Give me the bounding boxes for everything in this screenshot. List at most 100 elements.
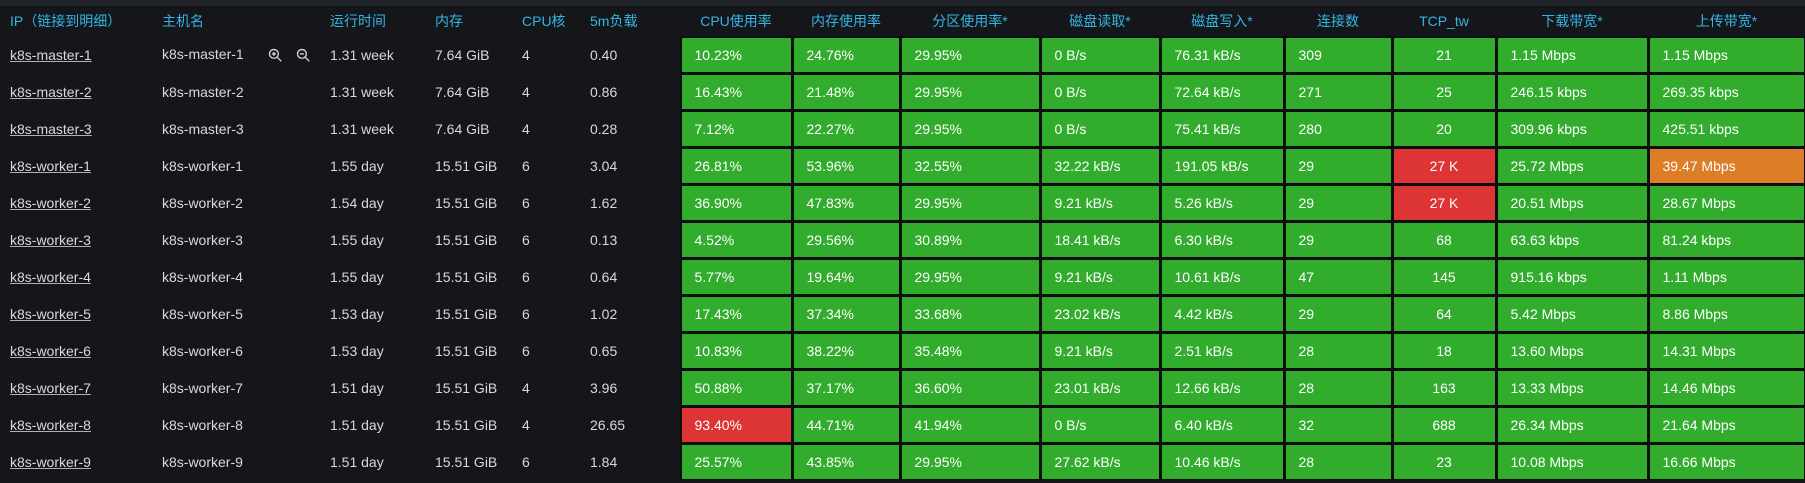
uptime-cell: 1.31 week [320, 36, 425, 73]
upload-bandwidth-value: 1.15 Mbps [1662, 46, 1728, 63]
partition-usage-cell: 36.60% [900, 369, 1040, 406]
column-header-download-bandwidth[interactable]: 下载带宽* [1541, 13, 1603, 29]
download-bandwidth-cell: 13.60 Mbps [1496, 332, 1648, 369]
ip-link[interactable]: k8s-worker-4 [10, 268, 91, 285]
column-header-cpu-cores[interactable]: CPU核 [522, 13, 566, 29]
column-header-tcp-tw[interactable]: TCP_tw [1419, 13, 1469, 29]
tcp-tw-cell: 18 [1392, 332, 1496, 369]
connections-cell: 29 [1284, 295, 1392, 332]
column-header-upload-bandwidth[interactable]: 上传带宽* [1695, 13, 1758, 29]
ip-link[interactable]: k8s-master-1 [10, 46, 92, 63]
memory-usage-value: 37.17% [806, 379, 854, 396]
load-value: 1.62 [590, 194, 618, 211]
column-header-cpu-usage[interactable]: CPU使用率 [700, 13, 772, 29]
load-value: 0.40 [590, 46, 618, 63]
column-header-hostname[interactable]: 主机名 [162, 13, 204, 29]
memory-usage-cell: 38.22% [792, 332, 900, 369]
load-value: 0.65 [590, 342, 618, 359]
cpu-usage-cell: 50.88% [680, 369, 792, 406]
upload-bandwidth-cell: 28.67 Mbps [1648, 184, 1805, 221]
column-header-partition-usage[interactable]: 分区使用率* [932, 13, 1008, 29]
download-bandwidth-cell: 915.16 kbps [1496, 258, 1648, 295]
hostname-cell: k8s-worker-2 [152, 184, 320, 221]
partition-usage-value: 29.95% [914, 83, 962, 100]
cpu-cores-cell: 6 [512, 443, 580, 480]
load-value: 0.64 [590, 268, 618, 285]
connections-value: 271 [1298, 83, 1322, 100]
load-cell: 3.96 [580, 369, 680, 406]
hostname-value: k8s-worker-7 [162, 379, 243, 396]
partition-usage-value: 36.60% [914, 379, 962, 396]
memory-cell: 15.51 GiB [425, 295, 512, 332]
memory-cell: 15.51 GiB [425, 184, 512, 221]
uptime-cell: 1.51 day [320, 406, 425, 443]
column-header-memory[interactable]: 内存 [435, 13, 463, 29]
disk-read-cell: 0 B/s [1040, 36, 1160, 73]
tcp-tw-value: 688 [1432, 416, 1456, 433]
column-header-uptime[interactable]: 运行时间 [330, 13, 386, 29]
uptime-value: 1.55 day [330, 231, 384, 248]
load-cell: 0.28 [580, 110, 680, 147]
cpu-usage-value: 16.43% [694, 83, 742, 100]
upload-bandwidth-cell: 81.24 kbps [1648, 221, 1805, 258]
connections-value: 28 [1298, 379, 1315, 396]
tcp-tw-value: 18 [1436, 342, 1452, 359]
partition-usage-cell: 29.95% [900, 258, 1040, 295]
cpu-cores-cell: 6 [512, 258, 580, 295]
hostname-value: k8s-worker-3 [162, 231, 243, 248]
ip-link[interactable]: k8s-worker-7 [10, 379, 91, 396]
uptime-value: 1.31 week [330, 46, 394, 63]
memory-usage-value: 43.85% [806, 453, 854, 470]
cpu-cores-cell: 6 [512, 147, 580, 184]
disk-read-value: 23.01 kB/s [1054, 379, 1121, 396]
partition-usage-value: 29.95% [914, 46, 962, 63]
zoom-out-icon[interactable] [296, 48, 311, 63]
column-header-disk-read[interactable]: 磁盘读取* [1069, 13, 1131, 29]
cpu-usage-cell: 5.77% [680, 258, 792, 295]
cpu-cores-cell: 4 [512, 406, 580, 443]
disk-read-cell: 32.22 kB/s [1040, 147, 1160, 184]
disk-write-cell: 6.40 kB/s [1160, 406, 1284, 443]
column-header-memory-usage[interactable]: 内存使用率 [811, 13, 881, 29]
disk-read-cell: 9.21 kB/s [1040, 184, 1160, 221]
download-bandwidth-cell: 13.33 Mbps [1496, 369, 1648, 406]
disk-write-cell: 191.05 kB/s [1160, 147, 1284, 184]
ip-link[interactable]: k8s-master-2 [10, 83, 92, 100]
hostname-cell: k8s-master-1 [152, 36, 320, 73]
tcp-tw-cell: 27 K [1392, 184, 1496, 221]
ip-link[interactable]: k8s-worker-2 [10, 194, 91, 211]
table-row: k8s-master-1 k8s-master-1 1.31 week 7.64… [0, 36, 1805, 73]
ip-link[interactable]: k8s-worker-3 [10, 231, 91, 248]
memory-value: 15.51 GiB [435, 453, 498, 470]
upload-bandwidth-cell: 14.46 Mbps [1648, 369, 1805, 406]
uptime-value: 1.53 day [330, 305, 384, 322]
partition-usage-cell: 29.95% [900, 36, 1040, 73]
memory-usage-value: 19.64% [806, 268, 854, 285]
ip-link[interactable]: k8s-worker-5 [10, 305, 91, 322]
disk-write-value: 191.05 kB/s [1174, 157, 1249, 174]
cpu-cores-cell: 6 [512, 221, 580, 258]
ip-link[interactable]: k8s-worker-6 [10, 342, 91, 359]
memory-usage-value: 29.56% [806, 231, 854, 248]
column-header-disk-write[interactable]: 磁盘写入* [1191, 13, 1253, 29]
connections-cell: 271 [1284, 73, 1392, 110]
column-header-load-5m[interactable]: 5m负载 [590, 13, 638, 29]
column-header-connections[interactable]: 连接数 [1317, 13, 1359, 29]
ip-link[interactable]: k8s-worker-9 [10, 453, 91, 470]
load-value: 3.96 [590, 379, 618, 396]
tcp-tw-cell: 27 K [1392, 147, 1496, 184]
ip-link[interactable]: k8s-master-3 [10, 120, 92, 137]
hostname-value: k8s-worker-5 [162, 305, 243, 322]
tcp-tw-cell: 25 [1392, 73, 1496, 110]
cpu-usage-cell: 10.23% [680, 36, 792, 73]
column-header-ip[interactable]: IP（链接到明细） [10, 13, 122, 29]
uptime-cell: 1.51 day [320, 369, 425, 406]
disk-read-cell: 0 B/s [1040, 73, 1160, 110]
uptime-value: 1.31 week [330, 83, 394, 100]
zoom-in-icon[interactable] [268, 48, 283, 63]
ip-link[interactable]: k8s-worker-8 [10, 416, 91, 433]
load-cell: 3.04 [580, 147, 680, 184]
memory-usage-value: 24.76% [806, 46, 854, 63]
ip-link[interactable]: k8s-worker-1 [10, 157, 91, 174]
cpu-cores-value: 6 [522, 157, 530, 174]
